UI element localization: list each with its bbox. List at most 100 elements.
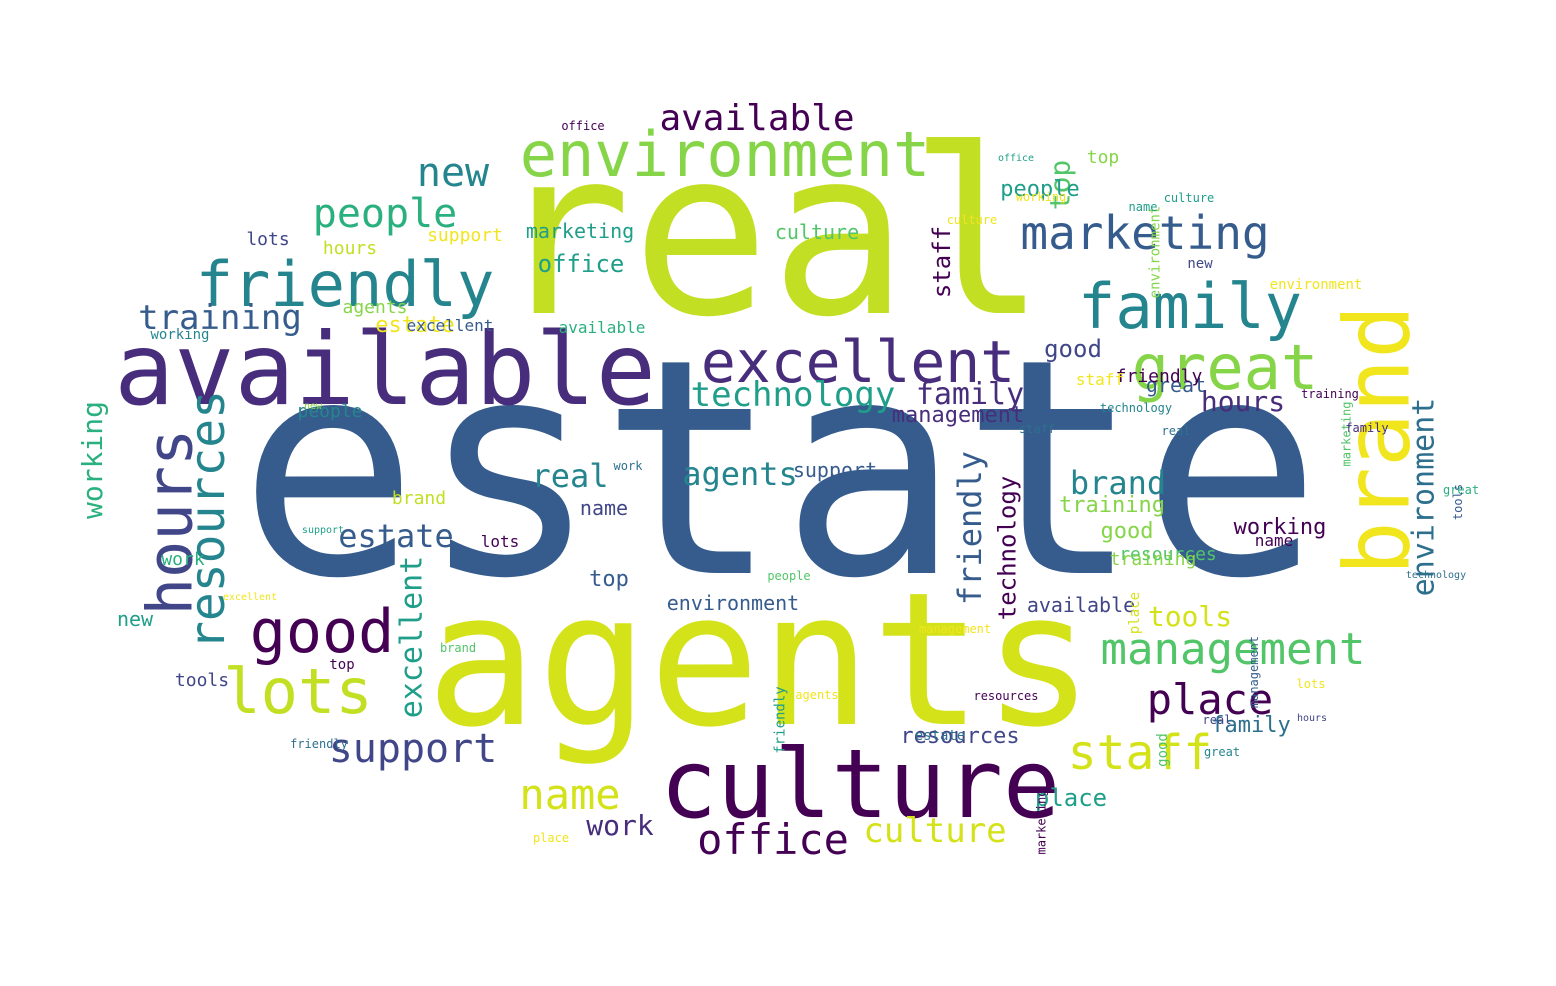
word-training: training <box>1301 387 1359 401</box>
word-place: place <box>1127 591 1143 635</box>
word-staff: staff <box>928 225 956 299</box>
word-work: work <box>586 809 654 842</box>
word-friendly: friendly <box>290 737 348 751</box>
word-top: top <box>1086 147 1120 168</box>
word-real: real <box>531 457 609 495</box>
word-marketing: marketing <box>1020 206 1270 260</box>
word-real: real <box>493 101 1047 368</box>
word-technology: technology <box>1405 570 1467 581</box>
word-resources: resources <box>180 389 236 651</box>
word-new: new <box>1187 256 1213 272</box>
word-environment: environment <box>1147 205 1163 299</box>
word-people: people <box>1000 177 1080 202</box>
word-management: management <box>891 403 1025 428</box>
word-work: work <box>613 459 643 473</box>
word-environment: environment <box>519 118 931 191</box>
word-agents: agents <box>425 551 1095 768</box>
word-place: place <box>1034 784 1108 812</box>
word-good: good <box>1044 335 1102 363</box>
word-estate: estate <box>914 728 966 744</box>
word-family: family <box>1078 270 1302 343</box>
word-lots: lots <box>1296 677 1326 691</box>
word-work: work <box>161 549 205 570</box>
word-management: management <box>918 622 992 636</box>
word-available: available <box>1026 593 1136 617</box>
word-family: family <box>915 377 1025 412</box>
word-support: support <box>301 525 345 536</box>
word-estate: estate <box>338 517 454 555</box>
word-real: real <box>1202 713 1232 727</box>
word-estate: estate <box>375 313 455 338</box>
word-management: management <box>1247 635 1261 709</box>
word-excellent: excellent <box>406 316 494 335</box>
word-name: name <box>579 496 629 520</box>
word-support: support <box>427 225 503 246</box>
word-great: great <box>1203 745 1241 759</box>
word-excellent: excellent <box>700 328 1016 396</box>
word-friendly: friendly <box>1115 366 1203 387</box>
word-top: top <box>589 567 629 592</box>
word-working: working <box>150 327 210 343</box>
word-family: family <box>1345 421 1389 435</box>
word-new: new <box>416 150 490 196</box>
word-estate: estate <box>238 295 1322 644</box>
word-lots: lots <box>223 655 373 728</box>
word-people: people <box>297 401 363 422</box>
word-real: real <box>1161 424 1191 438</box>
word-marketing: marketing <box>1035 789 1049 855</box>
word-environment: environment <box>1269 277 1363 293</box>
word-place: place <box>532 831 570 845</box>
word-culture: culture <box>659 729 1061 840</box>
word-good: good <box>1155 733 1171 767</box>
word-culture: culture <box>1163 191 1215 205</box>
word-culture: culture <box>946 213 998 227</box>
word-lots: lots <box>480 532 520 551</box>
word-office: office <box>697 815 849 864</box>
word-marketing: marketing <box>525 219 635 243</box>
word-resources: resources <box>973 689 1039 703</box>
word-brand: brand <box>439 641 477 655</box>
word-hours: hours <box>1296 713 1328 724</box>
word-brand: brand <box>1069 464 1167 502</box>
word-working: working <box>75 400 109 520</box>
word-environment: environment <box>666 591 800 615</box>
word-agents: agents <box>795 688 839 702</box>
word-office: office <box>537 250 625 278</box>
word-excellent: excellent <box>394 555 429 719</box>
word-friendly: friendly <box>195 248 495 321</box>
word-available: available <box>659 98 855 139</box>
word-people: people <box>312 191 458 237</box>
word-culture: culture <box>863 811 1007 851</box>
word-agents: agents <box>682 455 798 493</box>
word-family: family <box>1211 713 1291 738</box>
word-excellent: excellent <box>222 592 278 603</box>
word-great: great <box>1145 373 1207 397</box>
word-technology: technology <box>690 375 896 415</box>
word-friendly: friendly <box>951 450 989 606</box>
word-great: great <box>1442 483 1480 497</box>
word-training: training <box>1109 549 1197 570</box>
word-tools: tools <box>1147 600 1233 633</box>
word-technology: technology <box>1099 401 1173 415</box>
word-working: working <box>1233 515 1327 540</box>
word-hours: hours <box>1200 385 1286 418</box>
word-hours: hours <box>322 238 378 259</box>
word-staff: staff <box>1018 422 1056 436</box>
word-new: new <box>116 607 154 631</box>
word-culture: culture <box>774 220 860 244</box>
word-resources: resources <box>900 724 1020 749</box>
word-brand: brand <box>391 488 447 509</box>
word-place: place <box>1146 675 1274 724</box>
word-office: office <box>561 119 605 133</box>
word-good: good <box>249 597 395 667</box>
word-name: name <box>1254 531 1294 550</box>
word-available: available <box>114 311 656 428</box>
word-staff: staff <box>1067 725 1213 781</box>
word-support: support <box>328 726 498 772</box>
word-name: name <box>1128 200 1158 214</box>
word-management: management <box>1100 624 1366 675</box>
word-tools: tools <box>1451 483 1465 521</box>
word-agents: agents <box>342 297 408 318</box>
word-resources: resources <box>1119 544 1217 565</box>
